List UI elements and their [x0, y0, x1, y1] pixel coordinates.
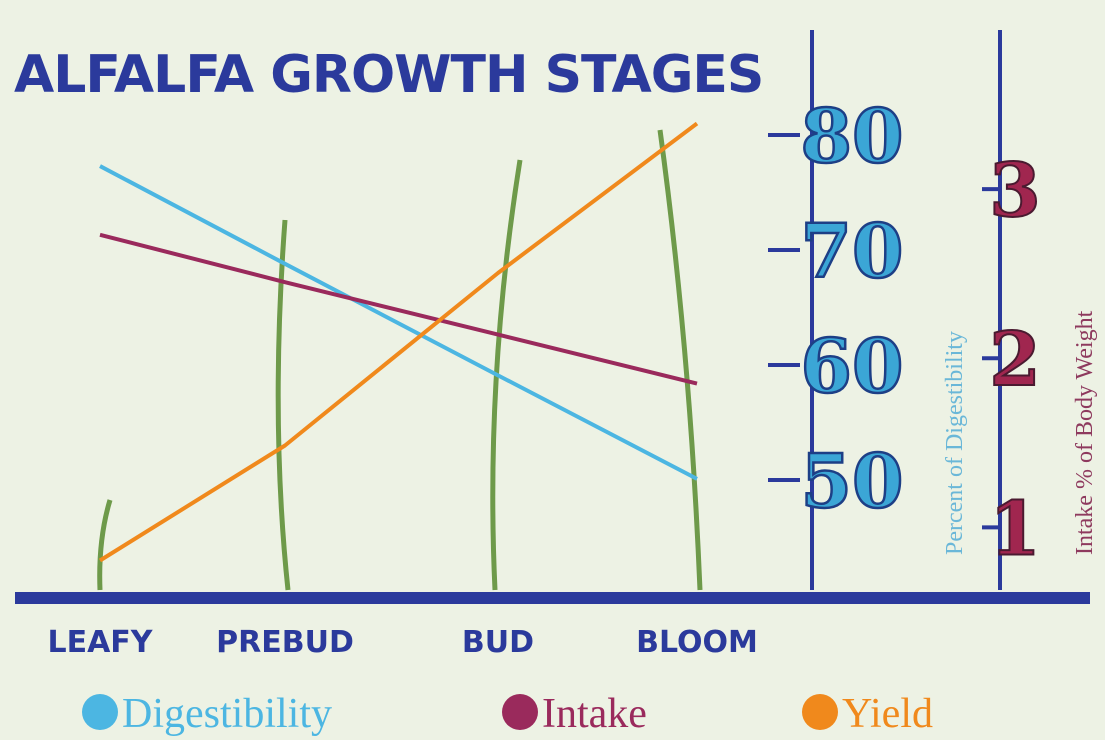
y-tick-label: 70 [801, 209, 904, 295]
legend-swatch [502, 694, 538, 730]
legend-swatch [802, 694, 838, 730]
y2-tick-label: 1 [989, 486, 1041, 572]
x-tick-label: PREBUD [216, 625, 354, 660]
y2-tick-label: 2 [989, 317, 1041, 403]
background [0, 0, 1105, 740]
y2-tick-label: 3 [989, 148, 1041, 234]
baseline [15, 592, 1090, 604]
x-tick-label: BLOOM [636, 625, 758, 660]
y-tick-label: 50 [801, 439, 904, 525]
chart-title: ALFALFA GROWTH STAGES [14, 45, 763, 105]
legend-label: Intake [542, 691, 647, 737]
legend-label: Digestibility [122, 691, 332, 737]
y-tick-label: 80 [801, 94, 904, 180]
legend-swatch [82, 694, 118, 730]
chart: ALFALFA GROWTH STAGES Percent of Digesti… [0, 0, 1105, 740]
x-tick-label: BUD [462, 625, 534, 660]
y-tick-label: 60 [801, 324, 904, 410]
legend-label: Yield [842, 691, 933, 737]
x-tick-label: LEAFY [47, 625, 153, 660]
y-axis-label: Percent of Digestibility [942, 331, 968, 555]
y2-axis-label: Intake % of Body Weight [1072, 310, 1098, 555]
